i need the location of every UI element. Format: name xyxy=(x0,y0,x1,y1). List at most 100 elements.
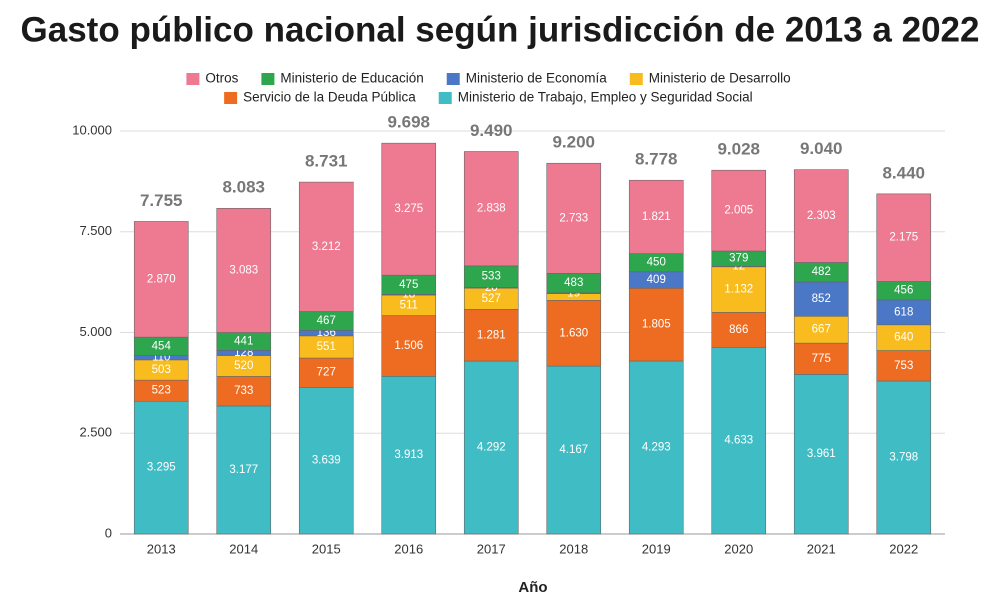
segment-label: 511 xyxy=(400,299,418,311)
bar-segment xyxy=(216,207,272,333)
segment-label: 775 xyxy=(812,353,831,365)
segment-label: 527 xyxy=(482,293,501,305)
y-tick-label: 0 xyxy=(105,525,112,540)
segment-label: 618 xyxy=(894,306,913,318)
segment-label: 2.838 xyxy=(477,203,506,215)
segment-label: 467 xyxy=(317,315,336,327)
x-tick-label: 2018 xyxy=(559,541,588,556)
segment-label: 454 xyxy=(152,340,172,352)
legend-label: Ministerio de Desarrollo xyxy=(649,71,791,86)
total-label: 9.040 xyxy=(800,139,843,158)
segment-label: 2.870 xyxy=(147,273,176,285)
bar-segment xyxy=(876,193,932,282)
bar-segment xyxy=(793,374,849,535)
segment-label: 3.798 xyxy=(889,452,918,464)
total-label: 7.755 xyxy=(140,191,183,210)
segment-label: 523 xyxy=(152,385,171,397)
segment-label: 3.295 xyxy=(147,462,176,474)
legend-swatch xyxy=(629,73,643,85)
segment-label: 3.177 xyxy=(229,464,258,476)
bar-segment xyxy=(793,169,849,263)
legend-swatch xyxy=(261,73,275,85)
segment-label: 2.175 xyxy=(889,232,918,244)
segment-label: 551 xyxy=(317,341,336,353)
bar-segment xyxy=(133,221,189,338)
bar-segment xyxy=(298,387,354,535)
segment-label: 852 xyxy=(812,293,831,305)
total-label: 8.083 xyxy=(222,178,265,197)
bar-segment xyxy=(381,142,437,276)
x-tick-label: 2016 xyxy=(394,541,423,556)
legend-label: Otros xyxy=(205,71,238,86)
total-label: 9.200 xyxy=(552,133,595,152)
segment-label: 866 xyxy=(729,324,748,336)
segment-label: 4.167 xyxy=(559,444,588,456)
bar-segment xyxy=(298,357,354,388)
total-label: 9.490 xyxy=(470,121,513,140)
segment-label: 482 xyxy=(812,266,831,278)
total-label: 8.731 xyxy=(305,152,348,171)
segment-label: 4.292 xyxy=(477,442,506,454)
chart-title: Gasto público nacional según jurisdicció… xyxy=(21,10,980,49)
segment-label: 409 xyxy=(647,274,666,286)
y-tick-label: 7.500 xyxy=(79,223,112,238)
y-tick-label: 2.500 xyxy=(79,425,112,440)
bar-segment xyxy=(793,342,849,375)
segment-label: 520 xyxy=(234,360,253,372)
bar-segment xyxy=(133,400,189,535)
segment-label: 379 xyxy=(729,253,748,265)
bar-segment xyxy=(711,169,767,252)
segment-label: 727 xyxy=(317,367,336,379)
x-tick-label: 2019 xyxy=(642,541,671,556)
x-tick-label: 2015 xyxy=(312,541,341,556)
x-tick-label: 2021 xyxy=(807,541,836,556)
segment-label: 1.132 xyxy=(724,284,753,296)
legend-label: Ministerio de Educación xyxy=(280,71,423,86)
segment-label: 3.083 xyxy=(229,264,258,276)
x-tick-label: 2013 xyxy=(147,541,176,556)
x-tick-label: 2017 xyxy=(477,541,506,556)
segment-label: 640 xyxy=(894,332,913,344)
bar-segment xyxy=(216,376,272,407)
bar-segment xyxy=(463,151,519,267)
bar-segment xyxy=(463,360,519,535)
segment-label: 3.961 xyxy=(807,448,836,460)
bar-segment xyxy=(711,266,767,313)
bar-segment xyxy=(793,315,849,344)
y-tick-label: 10.000 xyxy=(72,122,112,137)
bar-segment xyxy=(711,312,767,348)
segment-label: 441 xyxy=(234,335,253,347)
legend-swatch xyxy=(186,73,200,85)
segment-label: 753 xyxy=(894,360,913,372)
segment-label: 3.212 xyxy=(312,241,341,253)
segment-label: 1.630 xyxy=(559,327,588,339)
segment-label: 4.293 xyxy=(642,442,671,454)
bar-segment xyxy=(381,315,437,377)
legend-swatch xyxy=(446,73,460,85)
segment-label: 475 xyxy=(399,279,418,291)
bar-segment xyxy=(546,162,602,274)
legend-swatch xyxy=(224,92,238,104)
bar-segment xyxy=(876,380,932,535)
legend-label: Ministerio de Trabajo, Empleo y Segurida… xyxy=(458,90,753,105)
segment-label: 2.733 xyxy=(559,212,588,224)
total-label: 9.698 xyxy=(387,113,430,132)
x-tick-label: 2022 xyxy=(889,541,918,556)
segment-label: 1.506 xyxy=(394,340,423,352)
segment-label: 733 xyxy=(234,385,253,397)
segment-label: 667 xyxy=(812,324,831,336)
segment-label: 1.281 xyxy=(477,329,506,341)
segment-label: 3.639 xyxy=(312,455,341,467)
total-label: 8.440 xyxy=(882,163,925,182)
segment-label: 4.633 xyxy=(724,435,753,447)
bar-segment xyxy=(628,179,684,254)
segment-label: 2.303 xyxy=(807,210,836,222)
segment-label: 1.821 xyxy=(642,211,671,223)
legend-swatch xyxy=(438,92,452,104)
bar-segment xyxy=(298,181,354,312)
bar-segment xyxy=(711,346,767,535)
total-label: 8.778 xyxy=(635,150,678,169)
segment-label: 3.275 xyxy=(394,203,423,215)
segment-label: 450 xyxy=(647,257,666,269)
segment-label: 3.913 xyxy=(394,449,423,461)
